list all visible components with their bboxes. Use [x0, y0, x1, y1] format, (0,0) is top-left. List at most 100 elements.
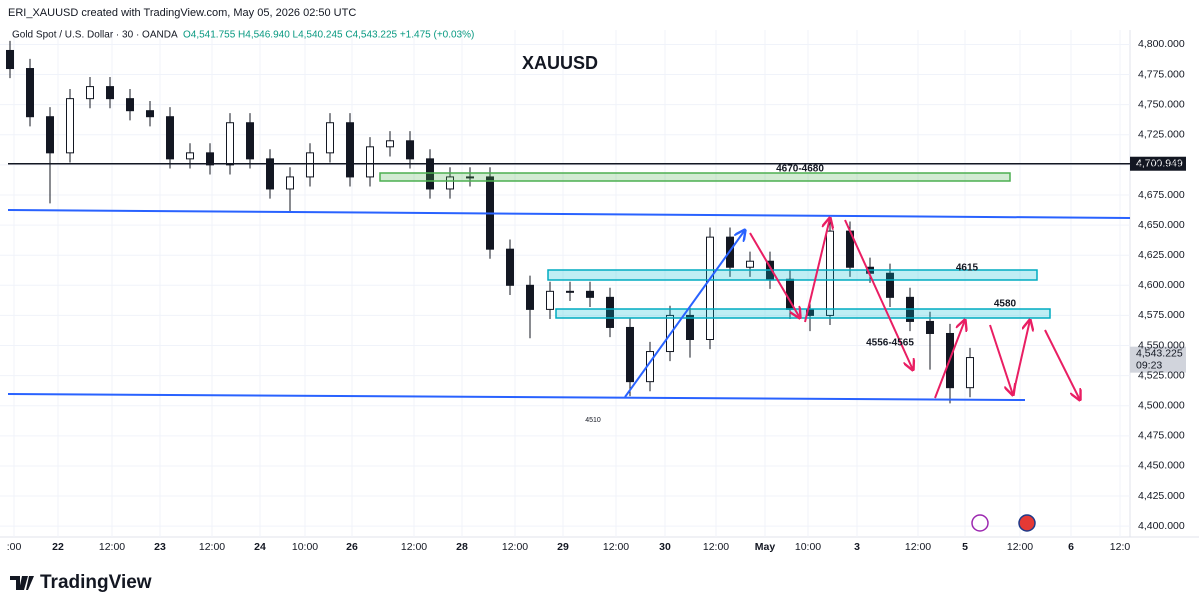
- y-tick-label: 4,800.000: [1138, 38, 1185, 50]
- x-tick-label: 23: [154, 541, 166, 553]
- candle-body: [106, 86, 114, 100]
- y-tick-label: 4,450.000: [1138, 460, 1185, 472]
- x-tick-label: 24: [254, 541, 266, 553]
- candle-body: [366, 146, 374, 178]
- annotation: 4670-4680: [776, 164, 824, 175]
- candle-body: [566, 290, 574, 293]
- price-tag: [1130, 156, 1186, 171]
- candle-body: [386, 140, 394, 148]
- x-tick-label: 12:00: [99, 541, 125, 553]
- candle-body: [446, 176, 454, 190]
- price-tag-label: 4,543.225: [1136, 347, 1183, 359]
- x-tick-label: May: [755, 541, 776, 553]
- candle-body: [206, 152, 214, 166]
- candle-body: [306, 152, 314, 178]
- arrow: [1044, 329, 1080, 400]
- x-tick-label: 3: [854, 541, 860, 553]
- brand: TradingView: [40, 572, 152, 593]
- drawings: 4670-4680 4615 4580 4556-4565 4510: [7, 164, 1131, 532]
- x-tick-label: 30: [659, 541, 671, 553]
- x-tick-label: 10:00: [795, 541, 821, 553]
- x-tick-label: 29: [557, 541, 569, 553]
- y-tick-label: 4,675.000: [1138, 189, 1185, 201]
- candle-body: [506, 248, 514, 286]
- candle-body: [26, 68, 34, 118]
- candle-body: [6, 49, 14, 70]
- symbol: Gold Spot / U.S. Dollar · 30 · OANDA: [12, 30, 178, 41]
- zone: [547, 269, 1038, 281]
- candle-body: [286, 176, 294, 190]
- event-icon[interactable]: [1018, 514, 1036, 532]
- candle-body: [406, 140, 414, 160]
- arrow: [934, 320, 965, 399]
- annotation: 4510: [585, 417, 601, 424]
- x-tick-label: 12:00: [703, 541, 729, 553]
- arrow: [989, 324, 1013, 395]
- x-tick-label: 12:00: [199, 541, 225, 553]
- arrow: [804, 218, 830, 323]
- chart-title: XAUUSD: [522, 53, 598, 73]
- caption: ERI_XAUUSD created with TradingView.com,…: [8, 7, 356, 19]
- arrow: [749, 232, 800, 318]
- y-tick-label: 4,550.000: [1138, 339, 1185, 351]
- candle-body: [626, 326, 634, 383]
- price-tag-sublabel: 09:23: [1136, 359, 1162, 371]
- candle-body: [86, 86, 94, 100]
- y-tick-label: 4,475.000: [1138, 430, 1185, 442]
- candle-body: [686, 314, 694, 340]
- arrow: [624, 230, 745, 398]
- candle-body: [246, 122, 254, 160]
- candle-body: [266, 158, 274, 190]
- x-tick-label: 12:00: [1007, 541, 1033, 553]
- candle-body: [966, 357, 974, 389]
- x-tick-label: :00: [7, 541, 22, 553]
- y-tick-label: 4,750.000: [1138, 98, 1185, 110]
- y-tick-label: 4,650.000: [1138, 219, 1185, 231]
- x-tick-label: 5: [962, 541, 968, 553]
- x-tick-label: 28: [456, 541, 468, 553]
- x-tick-label: 12:00: [603, 541, 629, 553]
- y-tick-label: 4,700.000: [1138, 159, 1185, 171]
- candle-body: [746, 260, 754, 268]
- candle-body: [526, 284, 534, 310]
- trend-line: [7, 209, 1131, 219]
- y-tick-label: 4,425.000: [1138, 490, 1185, 502]
- price-tag: [1130, 346, 1186, 373]
- y-tick-label: 4,525.000: [1138, 369, 1185, 381]
- candle-body: [826, 230, 834, 316]
- y-tick-label: 4,625.000: [1138, 249, 1185, 261]
- y-tick-label: 4,575.000: [1138, 309, 1185, 321]
- arrow: [844, 219, 913, 370]
- y-tick-label: 4,500.000: [1138, 400, 1185, 412]
- candle-body: [886, 272, 894, 298]
- candle-body: [146, 110, 154, 118]
- x-tick-label: 22: [52, 541, 64, 553]
- x-tick-label: 12:00: [502, 541, 528, 553]
- price-tag-label: 4,700.949: [1136, 158, 1183, 170]
- zone: [555, 308, 1051, 319]
- candle-body: [426, 158, 434, 190]
- x-tick-label: 26: [346, 541, 358, 553]
- y-tick-label: 4,600.000: [1138, 279, 1185, 291]
- event-icon[interactable]: [971, 514, 989, 532]
- arrow: [1012, 320, 1030, 396]
- candle-body: [166, 116, 174, 160]
- candle-body: [46, 116, 54, 154]
- y-tick-label: 4,400.000: [1138, 520, 1185, 532]
- trend-line: [7, 393, 1026, 401]
- candle-body: [466, 176, 474, 179]
- zone: [379, 172, 1011, 182]
- annotation: 4580: [994, 299, 1017, 310]
- candle-body: [186, 152, 194, 160]
- annotation: 4556-4565: [866, 338, 914, 349]
- annotation: 4615: [956, 263, 979, 274]
- x-tick-label: 12:00: [905, 541, 931, 553]
- x-tick-label: 12:0: [1110, 541, 1131, 553]
- candle-body: [66, 98, 74, 154]
- x-tick-label: 6: [1068, 541, 1074, 553]
- ohlc-legend: O4,541.755 H4,546.940 L4,540.245 C4,543.…: [183, 30, 474, 41]
- candle-body: [606, 296, 614, 328]
- candle-body: [586, 290, 594, 298]
